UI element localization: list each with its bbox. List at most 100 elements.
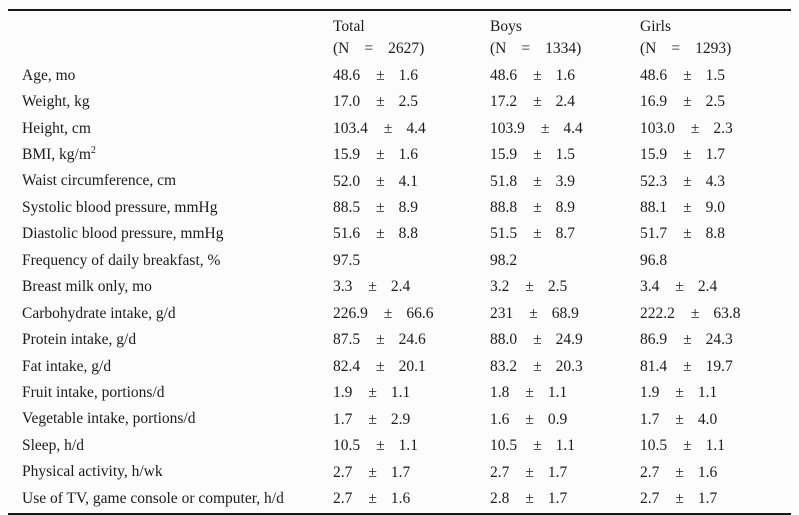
mean-value: 98.2 — [490, 251, 518, 269]
table-row: Weight, kg 17.0 ±2.5 17.2 ±2.4 16.9 ±2.5 — [8, 87, 791, 113]
mean-value: 3.3 — [333, 278, 353, 296]
plus-minus-sign: ± — [533, 437, 542, 455]
plus-minus-sign: ± — [683, 93, 692, 111]
row-label: Breast milk only, mo — [8, 272, 333, 298]
table-row: Vegetable intake, portions/d 1.7 ±2.9 1.6… — [8, 404, 791, 430]
row-label: Height, cm — [8, 114, 333, 140]
mean-value: 222.2 — [640, 304, 675, 322]
cell-total: 51.6 ±8.8 — [333, 223, 490, 245]
mean-value: 103.0 — [640, 119, 675, 137]
sd-value: 8.9 — [398, 199, 419, 217]
sd-value: 1.7 — [547, 463, 568, 481]
plus-minus-sign: ± — [376, 146, 385, 164]
mean-value: 1.9 — [640, 384, 660, 402]
cell-boys: 83.2 ±20.3 — [490, 356, 640, 378]
sd-value: 2.4 — [390, 278, 411, 296]
sd-value: 4.3 — [705, 172, 726, 190]
plus-minus-sign: ± — [540, 119, 550, 137]
plus-minus-sign: ± — [683, 357, 692, 375]
cell-boys: 10.5 ±1.1 — [490, 435, 640, 457]
sd-value: 1.7 — [705, 146, 726, 164]
mean-value: 2.7 — [640, 463, 660, 481]
row-label: Vegetable intake, portions/d — [8, 404, 333, 430]
sd-value: 20.3 — [555, 357, 583, 375]
mean-value: 3.2 — [490, 278, 510, 296]
mean-value: 86.9 — [640, 331, 668, 349]
mean-value: 15.9 — [490, 146, 518, 164]
plus-minus-sign: ± — [675, 463, 684, 481]
plus-minus-sign: ± — [690, 119, 700, 137]
sd-value: 1.5 — [705, 66, 726, 84]
sd-value: 1.1 — [705, 437, 726, 455]
cell-girls: 1.9 ±1.1 — [640, 382, 783, 404]
mean-value: 1.9 — [333, 384, 353, 402]
mean-value: 1.7 — [333, 410, 353, 428]
table-row: Physical activity, h/wk 2.7 ±1.7 2.7 ±1.7 … — [8, 457, 791, 483]
plus-minus-sign: ± — [683, 331, 692, 349]
cell-total: 88.5 ±8.9 — [333, 197, 490, 219]
mean-value: 10.5 — [333, 437, 361, 455]
mean-value: 10.5 — [640, 437, 668, 455]
cell-total: 10.5 ±1.1 — [333, 435, 490, 457]
sd-value: 8.8 — [705, 225, 726, 243]
plus-minus-sign: ± — [525, 490, 534, 507]
plus-minus-sign: ± — [376, 172, 385, 190]
cell-boys: 15.9 ±1.5 — [490, 144, 640, 166]
sd-value: 2.9 — [390, 410, 411, 428]
cell-boys: 48.6 ±1.6 — [490, 65, 640, 87]
mean-value: 231 — [490, 304, 514, 322]
plus-minus-sign: ± — [376, 437, 385, 455]
sd-value: 24.9 — [555, 331, 583, 349]
table-row: Carbohydrate intake, g/d 226.9 ±66.6 231 ±… — [8, 299, 791, 325]
cell-total: 226.9 ±66.6 — [333, 303, 490, 325]
cell-total: 15.9 ±1.6 — [333, 144, 490, 166]
plus-minus-sign: ± — [533, 199, 542, 217]
cell-boys: 88.8 ±8.9 — [490, 197, 640, 219]
sd-value: 3.9 — [555, 172, 576, 190]
sd-value: 24.6 — [398, 331, 426, 349]
row-label-text: Fat intake, g/d — [22, 357, 112, 375]
table-row: Fruit intake, portions/d 1.9 ±1.1 1.8 ±1.1… — [8, 378, 791, 404]
plus-minus-sign: ± — [376, 66, 385, 84]
plus-minus-sign: ± — [683, 146, 692, 164]
mean-value: 51.8 — [490, 172, 518, 190]
sd-value: 2.5 — [398, 93, 419, 111]
column-title: Total — [333, 18, 365, 35]
row-label: Weight, kg — [8, 87, 333, 113]
plus-minus-sign: ± — [533, 225, 542, 243]
column-title: Boys — [490, 18, 522, 35]
plus-minus-sign: ± — [683, 66, 692, 84]
cell-girls: 86.9 ±24.3 — [640, 329, 783, 351]
mean-value: 88.5 — [333, 199, 361, 217]
sd-value: 2.5 — [705, 93, 726, 111]
sd-value: 1.7 — [547, 490, 568, 507]
row-label-text: Physical activity, h/wk — [22, 463, 163, 481]
row-label-text: Use of TV, game console or computer, h/d — [22, 490, 284, 507]
table-row: Waist circumference, cm 52.0 ±4.1 51.8 ±3.… — [8, 166, 791, 192]
row-label-text: Breast milk only, mo — [22, 278, 152, 296]
plus-minus-sign: ± — [683, 172, 692, 190]
cell-total: 2.7 ±1.6 — [333, 488, 490, 510]
sd-value: 1.6 — [555, 66, 576, 84]
sd-value: 2.4 — [697, 278, 718, 296]
sd-value: 4.0 — [697, 410, 718, 428]
mean-value: 103.9 — [490, 119, 525, 137]
row-label: Protein intake, g/d — [8, 325, 333, 351]
plus-minus-sign: ± — [683, 225, 692, 243]
row-label-text: Vegetable intake, portions/d — [22, 410, 196, 428]
cell-boys: 2.7 ±1.7 — [490, 462, 640, 484]
plus-minus-sign: ± — [675, 410, 684, 428]
plus-minus-sign: ± — [376, 93, 385, 111]
plus-minus-sign: ± — [525, 463, 534, 481]
plus-minus-sign: ± — [533, 172, 542, 190]
cell-boys: 2.8 ±1.7 — [490, 488, 640, 510]
sd-value: 1.1 — [555, 437, 576, 455]
plus-minus-sign: ± — [376, 331, 385, 349]
plus-minus-sign: ± — [683, 199, 692, 217]
table-row: Fat intake, g/d 82.4 ±20.1 83.2 ±20.3 81.4… — [8, 352, 791, 378]
sd-value: 8.7 — [555, 225, 576, 243]
sd-value: 2.5 — [547, 278, 568, 296]
cell-total: 103.4 ±4.4 — [333, 118, 490, 140]
mean-value: 48.6 — [490, 66, 518, 84]
cell-girls: 15.9 ±1.7 — [640, 144, 783, 166]
